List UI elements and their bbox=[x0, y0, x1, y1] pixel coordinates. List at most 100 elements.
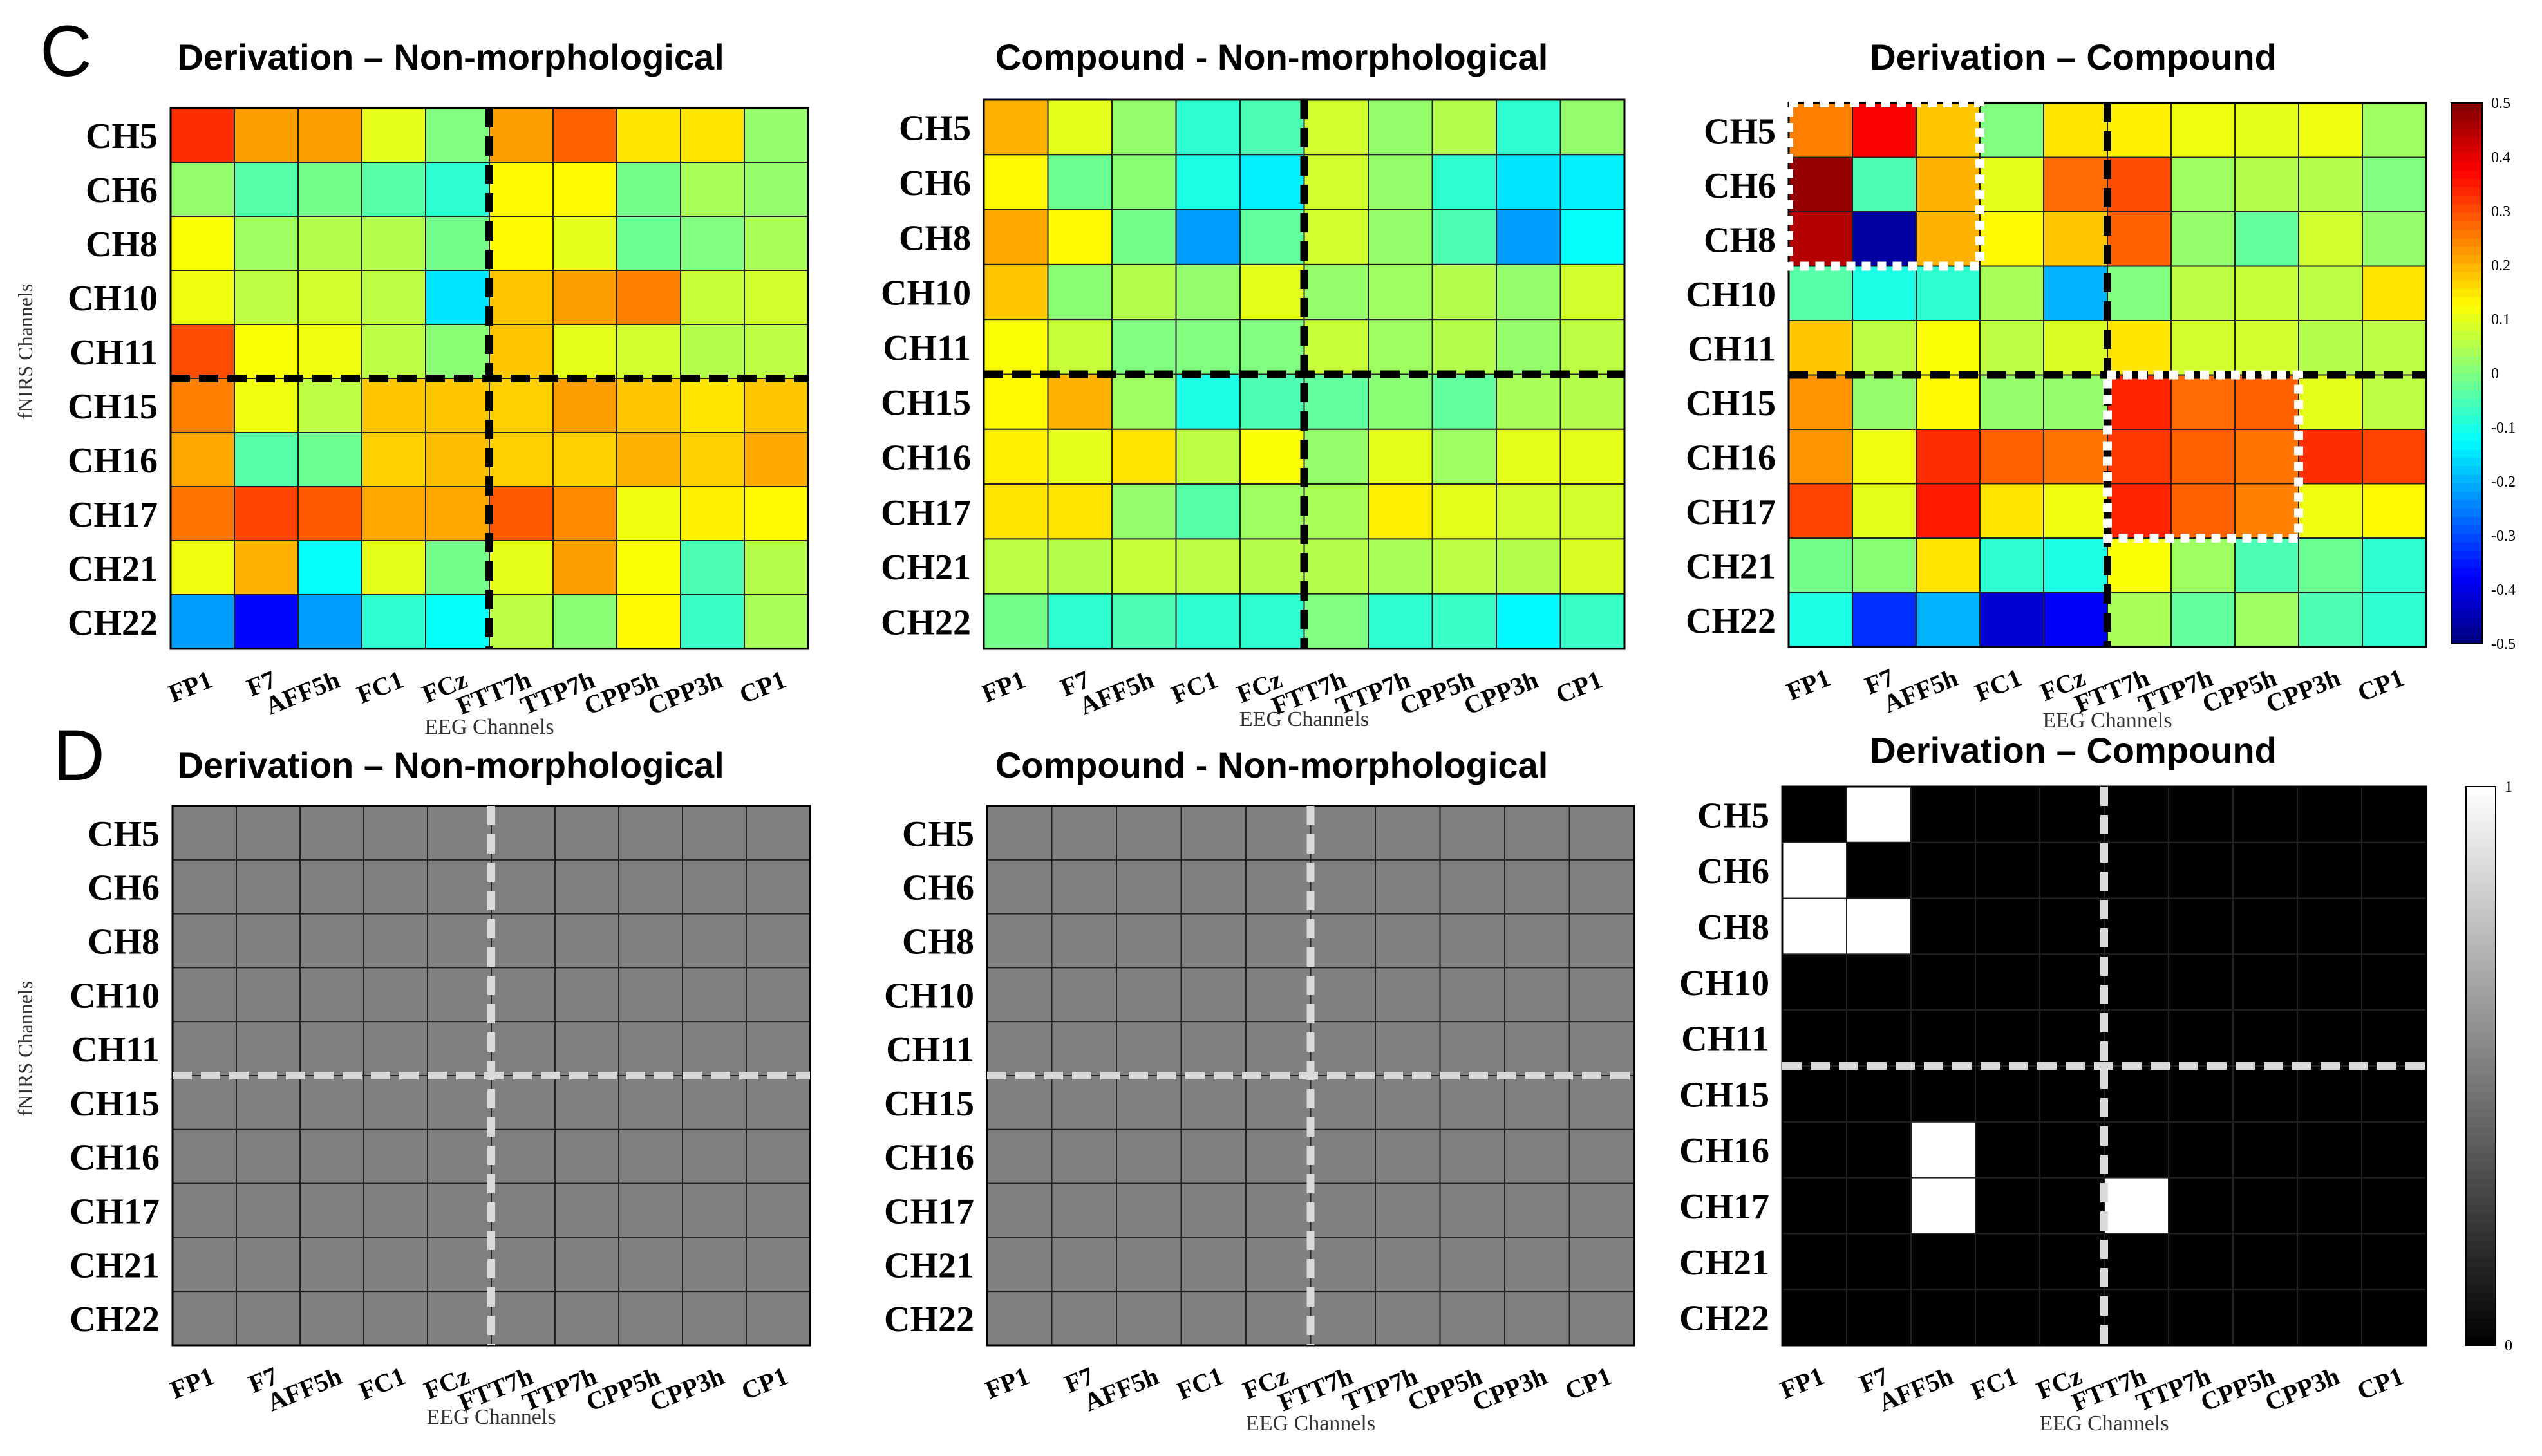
colorbar-segment bbox=[2451, 424, 2482, 433]
heatmap-cell bbox=[361, 486, 426, 541]
heatmap-cell bbox=[2107, 429, 2172, 485]
heatmap-cell bbox=[489, 324, 554, 379]
colorbar-segment bbox=[2466, 1293, 2496, 1303]
x-tick-label: CP1 bbox=[737, 1361, 792, 1406]
heatmap-cell bbox=[1368, 319, 1433, 375]
heatmap-cell bbox=[1431, 373, 1497, 430]
heatmap-cell bbox=[2298, 320, 2363, 376]
heatmap-cell bbox=[1439, 913, 1505, 969]
colorbar-segment bbox=[2466, 1266, 2496, 1276]
heatmap-cell bbox=[236, 1182, 301, 1238]
heatmap-cell bbox=[2168, 1177, 2234, 1235]
heatmap-cell bbox=[1979, 102, 2044, 158]
heatmap-cell bbox=[170, 432, 235, 487]
heatmap-cell bbox=[297, 107, 362, 163]
x-tick-label: FP1 bbox=[1782, 663, 1834, 707]
x-tick-label: CPP3h bbox=[2262, 663, 2344, 719]
colorbar-segment bbox=[2466, 1327, 2496, 1338]
heatmap-cell bbox=[2168, 897, 2234, 955]
chart-title: Derivation – Non-morphological bbox=[177, 745, 724, 785]
heatmap-cell bbox=[552, 540, 617, 595]
heatmap-cell bbox=[1782, 1177, 1847, 1235]
heatmap-cell bbox=[746, 1075, 811, 1130]
colorbar-segment bbox=[2451, 306, 2482, 315]
y-tick-label: CH11 bbox=[71, 1030, 160, 1070]
y-tick-label: CH16 bbox=[884, 1138, 974, 1178]
heatmap-cell bbox=[425, 486, 490, 541]
heatmap-cell bbox=[680, 486, 745, 541]
heatmap-cell bbox=[1975, 1121, 2040, 1179]
colorbar-segment bbox=[2466, 1302, 2496, 1311]
heatmap-cell bbox=[2039, 1009, 2105, 1067]
heatmap-cell bbox=[2039, 953, 2105, 1011]
colorbar-segment bbox=[2451, 229, 2482, 239]
heatmap-cell bbox=[1916, 265, 1981, 321]
heatmap-cell bbox=[983, 99, 1049, 156]
colorbar-segment bbox=[2466, 1083, 2496, 1093]
heatmap-cell bbox=[361, 216, 426, 271]
colorbar-segment bbox=[2451, 179, 2482, 189]
heatmap-cell bbox=[1788, 592, 1853, 648]
heatmap-cell bbox=[680, 432, 745, 487]
heatmap-cell bbox=[297, 216, 362, 271]
heatmap-cell bbox=[1368, 538, 1433, 595]
colorbar-segment bbox=[2466, 1031, 2496, 1041]
heatmap-cell bbox=[983, 538, 1049, 595]
y-tick-label: CH5 bbox=[1697, 796, 1769, 835]
heatmap-cell bbox=[746, 913, 811, 969]
heatmap-cell bbox=[554, 913, 619, 969]
heatmap-cell bbox=[1047, 319, 1113, 375]
heatmap-cell bbox=[744, 216, 809, 271]
heatmap-cell bbox=[1782, 953, 1847, 1011]
y-axis-label: fNIRS Channels bbox=[14, 284, 37, 420]
colorbar-segment bbox=[2451, 297, 2482, 306]
heatmap-cell bbox=[744, 594, 809, 649]
heatmap-cell bbox=[1910, 841, 1976, 899]
colorbar-segment bbox=[2466, 1223, 2496, 1233]
heatmap-cell bbox=[1431, 483, 1497, 540]
heatmap-cell bbox=[2168, 1121, 2234, 1179]
heatmap-cell bbox=[172, 1075, 237, 1130]
heatmap-cell bbox=[2104, 786, 2169, 843]
heatmap-cell bbox=[1439, 805, 1505, 861]
colorbar-segment bbox=[2466, 1118, 2496, 1128]
heatmap-cell bbox=[2362, 320, 2427, 376]
y-tick-label: CH22 bbox=[884, 1300, 974, 1339]
heatmap-cell bbox=[1916, 429, 1981, 485]
heatmap-cell bbox=[746, 1237, 811, 1293]
y-tick-label: CH16 bbox=[1679, 1131, 1769, 1171]
heatmap-cell bbox=[554, 1021, 619, 1076]
y-tick-label: CH5 bbox=[1704, 111, 1776, 151]
heatmap-cell bbox=[1111, 483, 1177, 540]
heatmap-cell bbox=[1116, 859, 1182, 915]
colorbar-segment bbox=[2451, 136, 2482, 146]
heatmap-cell bbox=[234, 540, 299, 595]
y-tick-label: CH6 bbox=[899, 163, 971, 203]
heatmap-cell bbox=[234, 107, 299, 163]
heatmap-cell bbox=[236, 1075, 301, 1130]
heatmap-cell bbox=[297, 378, 362, 433]
heatmap-cell bbox=[1846, 1177, 1912, 1235]
heatmap-cell bbox=[1852, 156, 1917, 212]
heatmap-cell bbox=[682, 913, 747, 969]
heatmap-cell bbox=[170, 107, 235, 163]
heatmap-cell bbox=[1047, 373, 1113, 430]
colorbar-segment bbox=[2451, 221, 2482, 230]
colorbar-segment bbox=[2466, 917, 2496, 927]
heatmap-cell bbox=[2104, 1289, 2169, 1346]
heatmap-cell bbox=[427, 1237, 492, 1293]
colorbar-segment bbox=[2451, 339, 2482, 349]
heatmap-cell bbox=[1559, 483, 1625, 540]
colorbar-segment bbox=[2451, 145, 2482, 154]
heatmap-cell bbox=[1116, 805, 1182, 861]
heatmap-cell bbox=[363, 859, 428, 915]
heatmap-cell bbox=[1788, 102, 1853, 158]
colorbar-segment bbox=[2451, 247, 2482, 256]
y-tick-label: CH16 bbox=[68, 441, 158, 481]
heatmap-cell bbox=[618, 805, 683, 861]
y-tick-label: CH21 bbox=[881, 548, 971, 588]
colorbar-segment bbox=[2451, 263, 2482, 273]
heatmap-cell bbox=[1175, 428, 1241, 485]
heatmap-cell bbox=[986, 1075, 1053, 1130]
